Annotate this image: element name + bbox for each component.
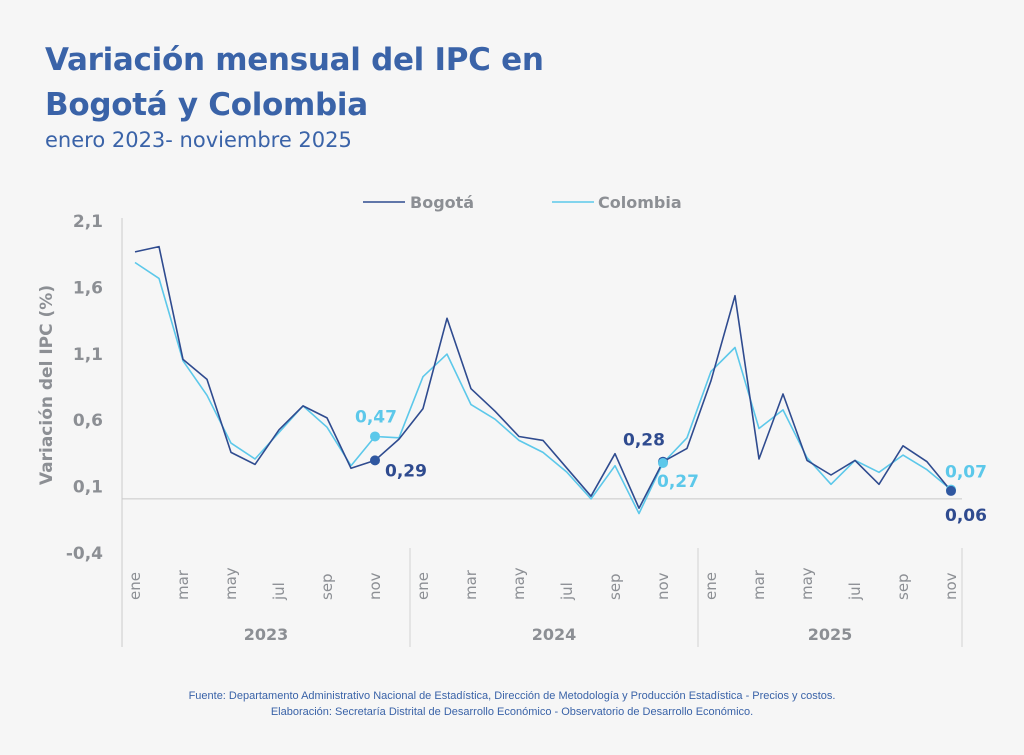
y-tick-label: 0,1 [73,478,103,498]
x-tick-label: sep [318,573,336,600]
x-tick-label: mar [462,569,480,600]
x-tick-label: sep [894,573,912,600]
x-tick-label: nov [366,572,384,600]
annotation-marker [370,455,380,466]
x-tick-label: nov [942,572,960,600]
x-tick-label: mar [174,569,192,600]
x-tick-label: jul [846,582,864,601]
legend-label-colombia: Colombia [598,193,682,212]
annotation-marker [658,458,668,469]
x-tick-label: ene [702,572,720,600]
x-tick-label: mar [750,569,768,600]
line-chart: 2,1 1,6 1,1 0,6 0,1 -0,4 Variación del IPC (%)… [37,193,987,647]
x-tick-label: may [798,567,816,600]
x-tick-label: jul [558,582,576,601]
annotation-marker [370,431,380,442]
series-line-colombia [134,261,952,515]
y-tick-label: -0,4 [66,544,103,564]
x-year-label: 2025 [808,625,853,644]
data-label: 0,29 [385,461,427,481]
footer-elaboration: Elaboración: Secretaría Distrital de Des… [270,706,754,718]
x-year-label: 2024 [532,625,577,644]
chart-subtitle: enero 2023- noviembre 2025 [45,128,352,152]
chart-title: Variación mensual del IPC en Bogotá y Co… [45,38,645,128]
y-tick-label: 1,6 [73,278,103,298]
legend-label-bogota: Bogotá [410,193,474,212]
annotation-marker [946,485,956,496]
footer-source: Fuente: Departamento Administrativo Naci… [188,690,836,702]
y-tick-label: 0,6 [73,411,103,431]
data-label: 0,06 [945,506,987,526]
data-label: 0,47 [355,407,397,427]
x-tick-label: jul [270,582,288,601]
x-tick-label: ene [126,572,144,600]
chart-title-line-1: Variación mensual del IPC en [45,42,544,78]
data-label: 0,28 [623,431,665,451]
y-tick-label: 1,1 [73,345,103,365]
x-year-label: 2023 [244,625,289,644]
y-tick-label: 2,1 [73,212,103,232]
series-line-bogota [134,245,952,510]
chart-title-line-2: Bogotá y Colombia [45,87,368,123]
data-label: 0,27 [657,472,699,492]
data-label: 0,07 [945,463,987,483]
x-tick-label: ene [414,572,432,600]
y-axis-label: Variación del IPC (%) [37,285,57,485]
x-tick-label: sep [606,573,624,600]
x-tick-label: nov [654,572,672,600]
x-tick-label: may [222,567,240,600]
x-tick-label: may [510,567,528,600]
